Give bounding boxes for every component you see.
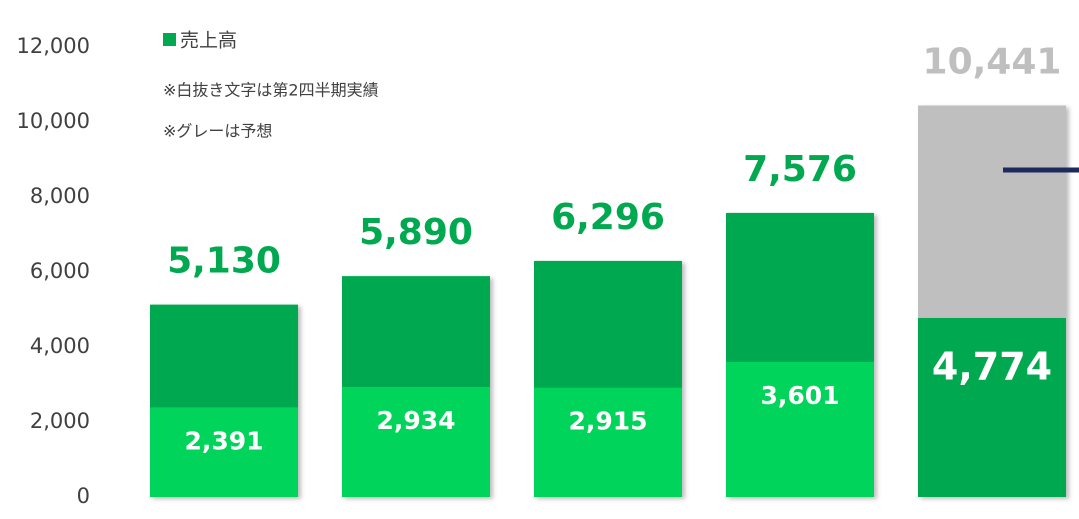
total-label: 7,576 [743, 149, 857, 190]
bar [150, 407, 298, 497]
inner-label: 2,915 [568, 407, 647, 436]
bar [342, 386, 490, 497]
inner-label: 2,934 [376, 406, 455, 435]
total-label: 10,441 [923, 41, 1062, 82]
inner-label: 4,774 [932, 344, 1052, 388]
annotation: ※白抜き文字は第2四半期実績 [163, 81, 379, 100]
total-label: 5,890 [359, 212, 473, 253]
y-tick-label: 10,000 [17, 109, 90, 133]
legend-swatch [163, 33, 176, 46]
y-tick-label: 4,000 [30, 334, 90, 358]
y-tick-label: 6,000 [30, 259, 90, 283]
total-label: 5,130 [167, 241, 281, 282]
inner-label: 3,601 [760, 381, 839, 410]
inner-label: 2,391 [184, 426, 263, 455]
bar [534, 387, 682, 497]
y-tick-label: 0 [77, 484, 90, 508]
total-label: 6,296 [551, 197, 665, 238]
y-tick-label: 12,000 [17, 34, 90, 58]
annotation: ※グレーは予想 [163, 122, 272, 141]
bar [726, 361, 874, 497]
bar [918, 317, 1066, 497]
legend-label: 売上高 [180, 30, 237, 52]
y-tick-label: 2,000 [30, 409, 90, 433]
y-tick-label: 8,000 [30, 184, 90, 208]
